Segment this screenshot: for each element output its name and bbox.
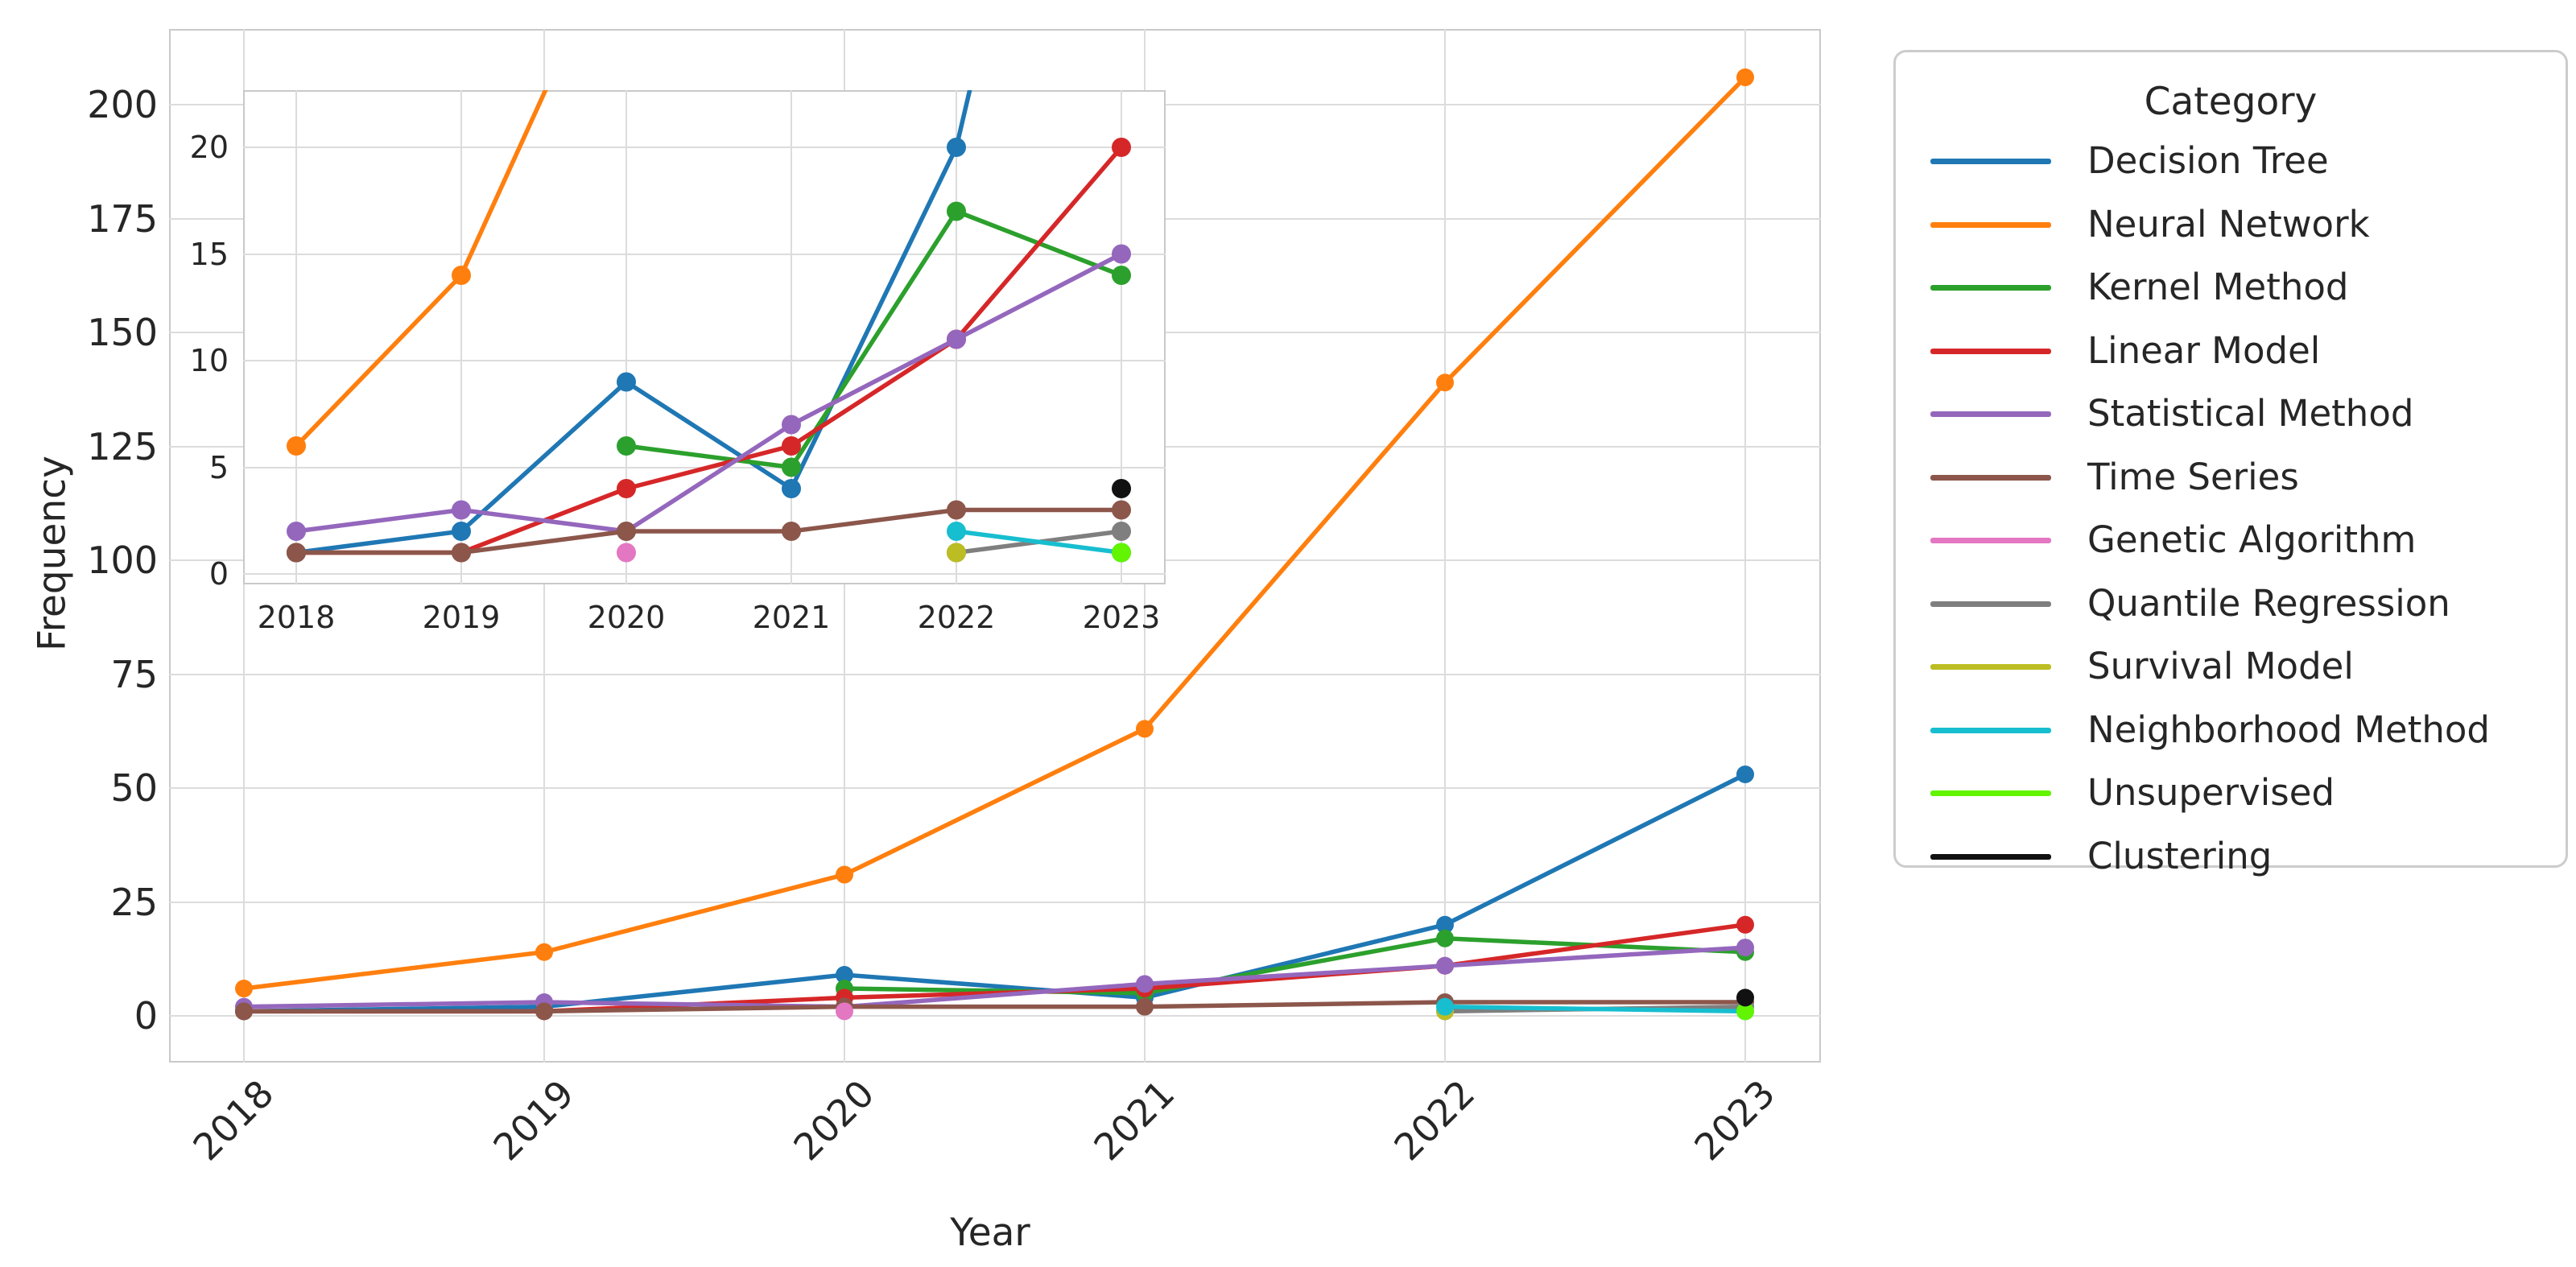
inset-y-tick-15: 15 <box>189 236 229 272</box>
legend-swatch-decision-tree <box>1930 159 2051 164</box>
legend-item-time-series: Time Series <box>1896 455 2540 498</box>
main-x-tick-2018: 2018 <box>184 1071 283 1170</box>
legend-swatch-linear-model <box>1930 348 2051 354</box>
legend-swatch-unsupervised <box>1930 790 2051 796</box>
legend-label: Kernel Method <box>2087 266 2349 308</box>
series-neural-network <box>287 90 548 456</box>
inset-gridline-y-0 <box>243 573 1166 575</box>
legend-item-quantile-regression: Quantile Regression <box>1896 581 2540 625</box>
legend-title: Category <box>2144 80 2318 124</box>
main-gridline-y-50 <box>169 787 1821 789</box>
legend-label: Unsupervised <box>2087 771 2335 814</box>
main-gridline-y-0 <box>169 1015 1821 1017</box>
series-unsupervised <box>1112 543 1131 563</box>
main-x-tick-2022: 2022 <box>1385 1071 1484 1170</box>
legend-item-neural-network: Neural Network <box>1896 204 2540 245</box>
legend-swatch-quantile-regression <box>1930 600 2051 607</box>
legend-item-decision-tree: Decision Tree <box>1896 141 2540 181</box>
main-y-tick-175: 175 <box>87 196 158 241</box>
legend-swatch-clustering <box>1930 853 2051 860</box>
legend-label: Decision Tree <box>2087 139 2329 182</box>
legend-label: Survival Model <box>2087 645 2354 687</box>
main-y-tick-200: 200 <box>87 83 158 126</box>
series-kernel-method <box>287 201 1131 563</box>
y-axis-label: Frequency <box>30 456 75 651</box>
legend-label: Linear Model <box>2087 328 2321 372</box>
legend-label: Neighborhood Method <box>2087 708 2490 751</box>
main-y-tick-150: 150 <box>87 311 158 354</box>
series-neighborhood-method <box>947 522 1131 563</box>
legend-item-clustering: Clustering <box>1896 836 2540 877</box>
main-x-tick-2019: 2019 <box>485 1071 583 1170</box>
inset-series-clip <box>243 90 1166 584</box>
series-clustering <box>1112 479 1131 498</box>
legend-swatch-survival-model <box>1930 664 2051 670</box>
main-y-tick-125: 125 <box>87 424 158 468</box>
x-axis-label: Year <box>950 1211 1030 1255</box>
inset-x-tick-2018: 2018 <box>257 600 336 635</box>
legend-swatch-kernel-method <box>1930 285 2051 291</box>
legend-item-statistical-method: Statistical Method <box>1896 394 2540 434</box>
legend-swatch-statistical-method <box>1930 411 2051 417</box>
inset-x-tick-2020: 2020 <box>587 600 666 635</box>
main-x-tick-2021: 2021 <box>1085 1071 1183 1170</box>
inset-x-tick-2019: 2019 <box>422 600 501 635</box>
legend-item-survival-model: Survival Model <box>1896 646 2540 687</box>
main-y-tick-100: 100 <box>87 539 158 582</box>
inset-x-tick-2022: 2022 <box>917 600 996 635</box>
inset-series-lines <box>287 90 1131 563</box>
series-linear-model <box>287 138 1131 563</box>
series-survival-model <box>947 543 966 563</box>
legend-label: Statistical Method <box>2087 392 2414 435</box>
main-y-tick-75: 75 <box>110 652 158 696</box>
inset-x-tick-2021: 2021 <box>752 600 831 635</box>
inset-y-tick-0: 0 <box>208 556 229 592</box>
main-gridline-y-75 <box>169 673 1821 675</box>
main-y-tick-0: 0 <box>134 994 158 1038</box>
legend-swatch-genetic-algorithm <box>1930 538 2051 543</box>
legend-item-unsupervised: Unsupervised <box>1896 773 2540 813</box>
series-statistical-method <box>287 244 1131 541</box>
legend-item-genetic-algorithm: Genetic Algorithm <box>1896 520 2540 560</box>
main-y-tick-25: 25 <box>110 880 158 924</box>
main-y-tick-50: 50 <box>110 766 158 810</box>
main-gridline-y-25 <box>169 901 1821 903</box>
legend: Category Decision Tree Neural Network Kern… <box>1893 50 2568 876</box>
legend-label: Quantile Regression <box>2087 581 2450 625</box>
main-x-tick-2020: 2020 <box>785 1071 883 1170</box>
main-gridline-x-2022 <box>1444 29 1446 1063</box>
legend-item-kernel-method: Kernel Method <box>1896 267 2540 307</box>
legend-swatch-time-series <box>1930 474 2051 481</box>
series-time-series <box>287 500 1131 563</box>
main-gridline-x-2023 <box>1744 29 1746 1063</box>
series-decision-tree <box>287 90 972 563</box>
legend-item-neighborhood-method: Neighborhood Method <box>1896 708 2540 751</box>
series-genetic-algorithm <box>617 543 636 563</box>
inset-y-tick-10: 10 <box>189 343 229 378</box>
legend-swatch-neighborhood-method <box>1930 727 2051 733</box>
legend-label: Time Series <box>2087 455 2299 498</box>
legend-label: Clustering <box>2087 834 2273 877</box>
legend-label: Genetic Algorithm <box>2087 518 2417 561</box>
series-quantile-regression <box>947 522 1131 563</box>
legend-item-linear-model: Linear Model <box>1896 328 2540 372</box>
inset-y-tick-5: 5 <box>208 449 229 485</box>
legend-swatch-neural-network <box>1930 221 2051 228</box>
inset-y-tick-20: 20 <box>189 130 229 165</box>
legend-label: Neural Network <box>2087 202 2370 246</box>
inset-x-tick-2023: 2023 <box>1082 600 1161 635</box>
main-x-tick-2023: 2023 <box>1686 1071 1784 1170</box>
